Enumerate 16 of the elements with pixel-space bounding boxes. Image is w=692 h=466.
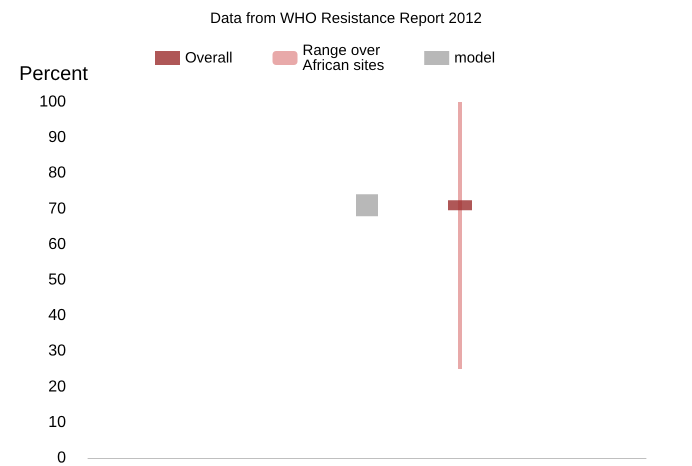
y-tick-label: 90 <box>48 129 66 146</box>
y-tick-label: 70 <box>48 200 66 218</box>
y-tick-label: 80 <box>48 164 66 182</box>
y-tick-label: 40 <box>48 307 66 324</box>
y-axis-title: Percent <box>19 63 88 85</box>
y-tick-label: 20 <box>48 378 66 396</box>
y-tick-label: 30 <box>48 342 66 360</box>
legend-label: Overall <box>185 50 233 66</box>
y-tick-label: 10 <box>48 414 66 431</box>
y-tick-label: 0 <box>57 450 66 466</box>
chart-title: Data from WHO Resistance Report 2012 <box>210 10 482 27</box>
y-tick-label: 50 <box>48 272 66 288</box>
y-tick-label: 60 <box>48 236 66 253</box>
y-tick-label: 100 <box>39 94 66 110</box>
legend-label: model <box>454 50 496 66</box>
legend-label: Range over African sites <box>302 42 384 74</box>
